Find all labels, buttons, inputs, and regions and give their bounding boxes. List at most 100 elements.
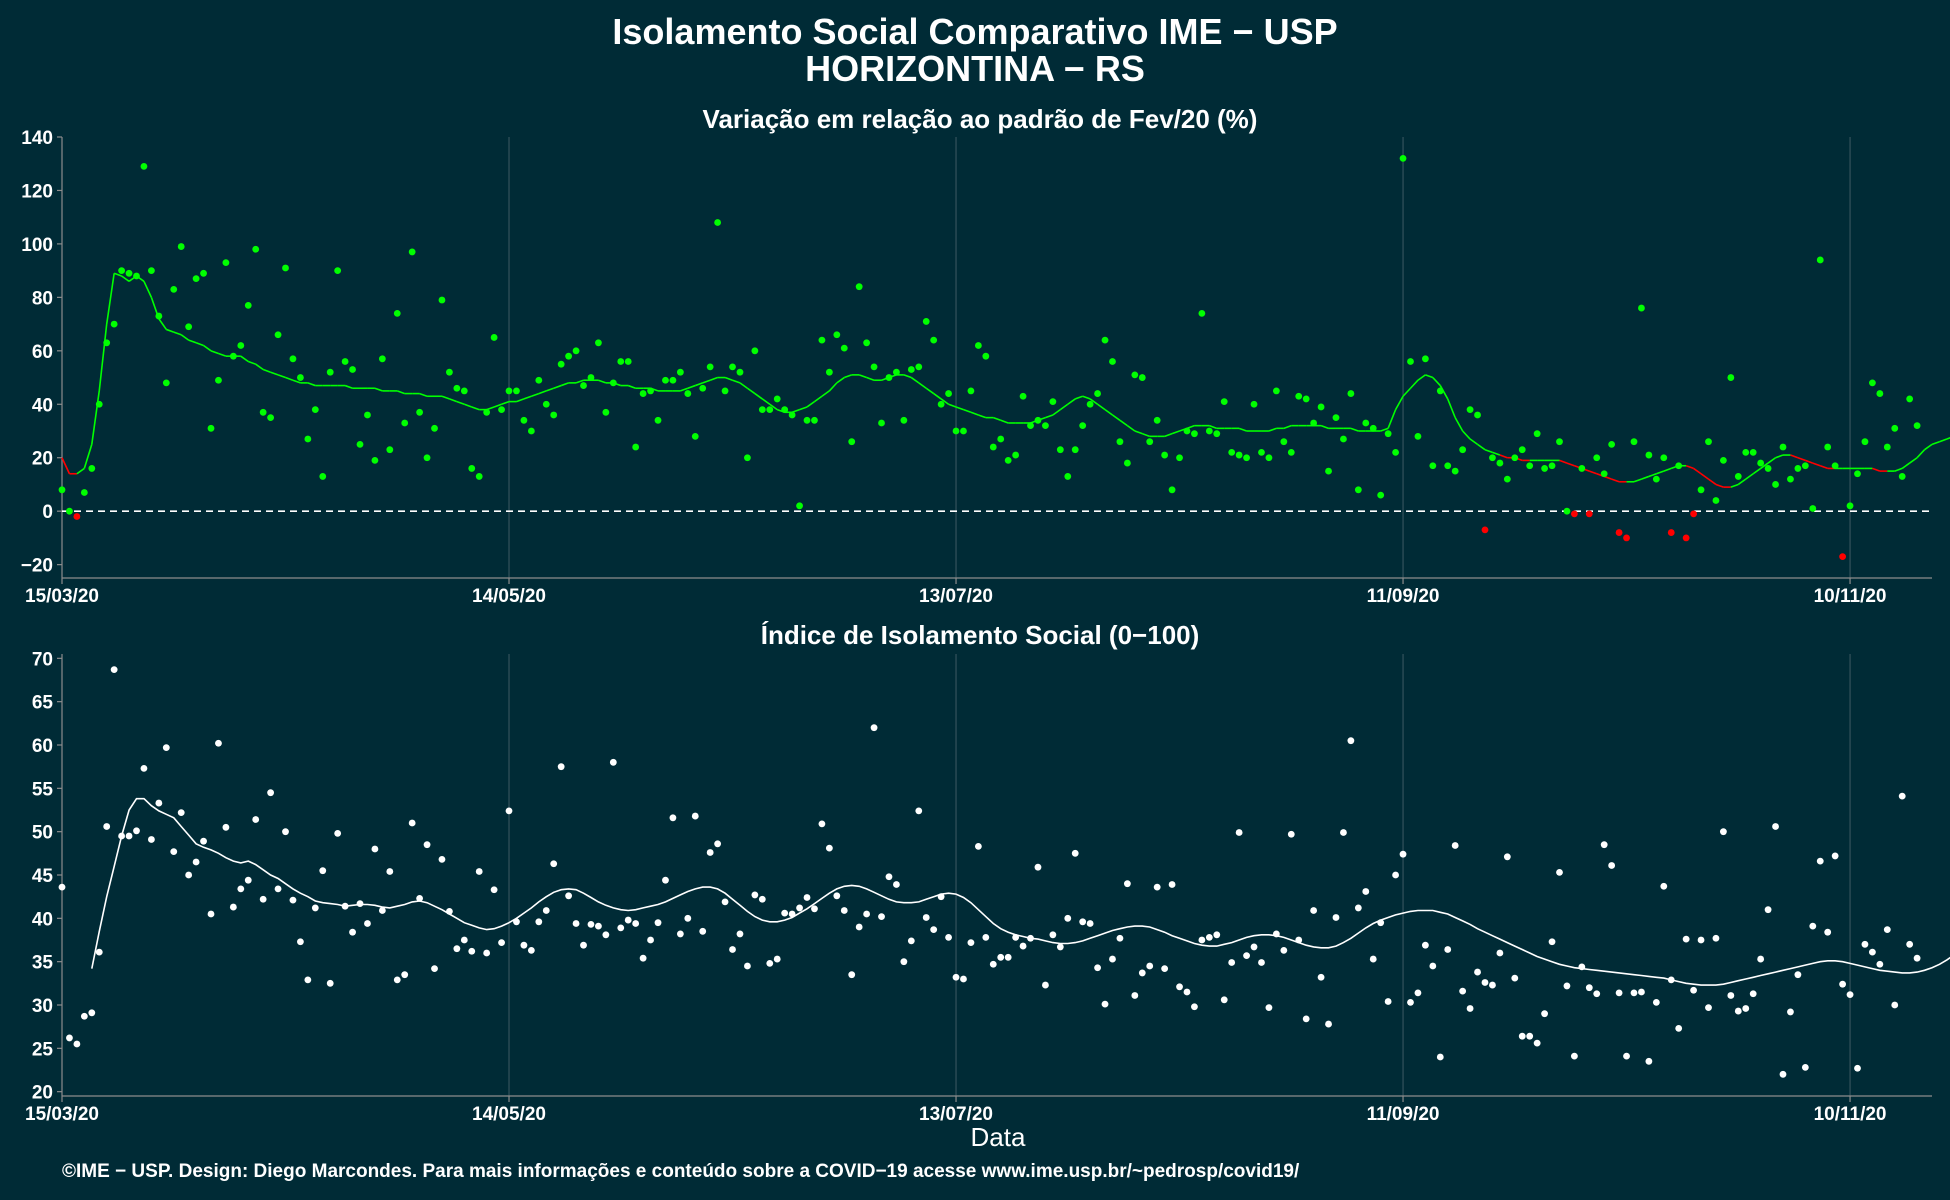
moving-average-segment — [516, 398, 525, 403]
moving-average-segment — [680, 387, 689, 392]
moving-average-segment — [627, 384, 636, 389]
data-point — [1503, 853, 1511, 861]
data-point — [1608, 440, 1616, 448]
data-point — [758, 406, 766, 414]
data-point — [1667, 529, 1675, 536]
data-point — [378, 907, 386, 914]
x-axis-label: Data — [971, 1122, 1026, 1152]
data-point — [267, 789, 275, 797]
data-point — [848, 438, 856, 446]
data-point — [1295, 392, 1303, 400]
data-point — [1816, 857, 1824, 865]
data-point — [915, 363, 923, 371]
data-point — [595, 922, 602, 930]
data-point — [982, 352, 990, 360]
moving-average-segment — [1409, 379, 1419, 389]
data-point — [1109, 955, 1116, 963]
data-point — [1496, 949, 1504, 957]
moving-average-segment — [105, 273, 115, 325]
data-point — [1854, 470, 1861, 478]
data-point — [1764, 906, 1772, 914]
data-point — [446, 908, 453, 915]
data-point — [1347, 737, 1355, 745]
y-tick-label: 140 — [21, 128, 53, 149]
y-tick-label: 65 — [32, 693, 54, 714]
data-point — [974, 843, 982, 850]
data-point — [1526, 462, 1534, 470]
data-point — [423, 841, 431, 849]
data-point — [1861, 940, 1869, 948]
data-point — [1868, 379, 1876, 387]
moving-average-segment — [1805, 459, 1814, 464]
data-point — [416, 408, 424, 416]
moving-average-segment — [836, 376, 845, 384]
moving-average-segment — [456, 400, 465, 406]
moving-average-segment — [844, 374, 852, 379]
data-point — [952, 973, 960, 981]
data-point — [1719, 828, 1727, 836]
data-point — [863, 339, 871, 347]
data-point — [1779, 1070, 1787, 1078]
data-point — [1056, 943, 1064, 951]
data-point — [669, 814, 677, 822]
moving-average-segment — [1387, 409, 1397, 429]
data-point — [1161, 965, 1169, 972]
x-tick-label: 14/05/20 — [472, 586, 546, 607]
moving-average-segment — [493, 403, 502, 408]
data-point — [319, 473, 327, 480]
data-point — [408, 248, 416, 256]
data-point — [1459, 987, 1467, 995]
data-point — [259, 895, 267, 903]
data-point — [297, 374, 304, 381]
data-point — [460, 936, 468, 944]
y-tick-label: 120 — [21, 181, 53, 202]
data-point — [349, 928, 356, 936]
moving-average-segment — [903, 374, 912, 379]
data-point — [1496, 459, 1504, 467]
moving-average-segment — [575, 379, 584, 384]
moving-average-segment — [307, 382, 316, 387]
data-point — [1719, 457, 1727, 464]
data-point — [1101, 1000, 1109, 1008]
data-point — [1421, 355, 1429, 363]
data-point — [1034, 863, 1042, 871]
data-point — [825, 368, 833, 376]
data-point — [1109, 358, 1116, 365]
data-point — [1414, 989, 1422, 997]
data-point — [356, 900, 364, 907]
data-point — [170, 285, 178, 293]
data-point — [937, 893, 945, 901]
data-point — [1466, 1005, 1474, 1012]
x-tick-label: 11/09/20 — [1367, 1104, 1440, 1125]
data-point — [1220, 996, 1228, 1004]
data-point — [1578, 963, 1586, 971]
data-point — [1801, 1064, 1809, 1071]
data-point — [565, 352, 573, 360]
moving-average-segment — [441, 395, 450, 400]
data-point — [684, 914, 692, 922]
data-point — [1526, 1032, 1534, 1040]
data-point — [1280, 438, 1288, 446]
data-point — [1787, 1008, 1794, 1016]
data-point — [498, 406, 505, 414]
moving-average-segment — [955, 406, 964, 411]
moving-average-segment — [933, 392, 942, 400]
data-point — [855, 923, 863, 931]
data-point — [1369, 424, 1377, 432]
data-point — [1340, 435, 1347, 443]
data-point — [1705, 1004, 1712, 1011]
data-point — [1757, 955, 1765, 963]
data-point — [1697, 936, 1705, 944]
moving-average-segment — [98, 324, 108, 391]
data-point — [587, 921, 595, 928]
data-point — [572, 347, 580, 355]
data-point — [1854, 1064, 1861, 1072]
moving-average-segment — [1112, 414, 1121, 421]
data-point — [907, 366, 915, 373]
data-point — [1220, 398, 1228, 405]
data-point — [736, 368, 744, 376]
data-point — [475, 473, 483, 480]
moving-average-segment — [471, 406, 480, 411]
data-point — [699, 927, 707, 935]
data-point — [229, 352, 237, 360]
